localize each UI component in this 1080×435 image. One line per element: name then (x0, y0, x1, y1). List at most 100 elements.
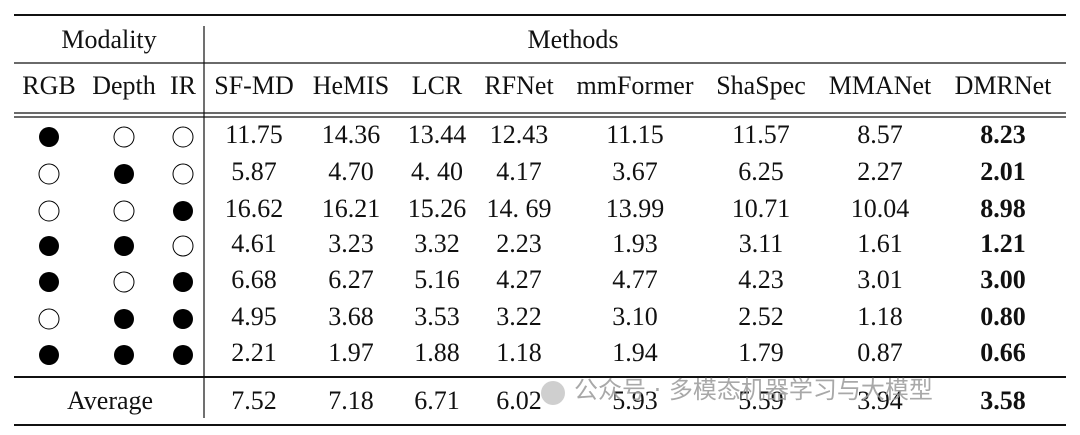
cell-value: 4.61 (231, 229, 277, 258)
cell-value: 14. 69 (487, 194, 552, 223)
cell-value: 2.27 (857, 157, 903, 186)
cell-value: 1.93 (612, 229, 658, 258)
cell-value: 4.95 (231, 302, 277, 331)
cell-value: 0.66 (980, 338, 1026, 367)
modality-filled (173, 272, 193, 292)
cell-value: 5.87 (231, 157, 277, 186)
cell-value: 12.43 (490, 120, 549, 149)
modality-filled (114, 164, 134, 184)
modality-header: Modality (61, 25, 156, 54)
cell-value: 6.27 (328, 265, 374, 294)
cell-value: 4.23 (738, 265, 784, 294)
column-header: LCR (412, 71, 463, 100)
column-header: RGB (22, 71, 75, 100)
column-header: ShaSpec (716, 71, 806, 100)
average-value: 6.71 (414, 386, 460, 415)
modality-filled (173, 345, 193, 365)
cell-value: 3.23 (328, 229, 374, 258)
cell-value: 11.15 (606, 120, 664, 149)
modality-filled (114, 236, 134, 256)
modality-filled (173, 309, 193, 329)
cell-value: 1.21 (980, 229, 1026, 258)
cell-value: 1.61 (857, 229, 903, 258)
average-value: 5.93 (612, 386, 658, 415)
modality-filled (39, 345, 59, 365)
cell-value: 10.71 (732, 194, 791, 223)
modality-filled (39, 127, 59, 147)
cell-value: 1.97 (328, 338, 374, 367)
cell-value: 8.23 (980, 120, 1026, 149)
cell-value: 2.23 (496, 229, 542, 258)
modality-empty (172, 235, 194, 257)
cell-value: 3.32 (414, 229, 460, 258)
cell-value: 3.67 (612, 157, 658, 186)
cell-value: 8.57 (857, 120, 903, 149)
watermark: 公众号 · 多模态机器学习与大模型 (541, 376, 933, 405)
cell-value: 1.94 (612, 338, 658, 367)
average-value: 7.18 (328, 386, 374, 415)
column-header: SF-MD (214, 71, 293, 100)
modality-filled (39, 236, 59, 256)
cell-value: 8.98 (980, 194, 1026, 223)
modality-filled (114, 345, 134, 365)
modality-empty (38, 200, 60, 222)
cell-value: 5.16 (414, 265, 460, 294)
cell-value: 4. 40 (411, 157, 463, 186)
cell-value: 4.17 (496, 157, 542, 186)
cell-value: 3.10 (612, 302, 658, 331)
column-header: IR (170, 71, 197, 100)
modality-empty (172, 126, 194, 148)
cell-value: 1.79 (738, 338, 784, 367)
cell-value: 4.27 (496, 265, 542, 294)
cell-value: 2.01 (980, 157, 1026, 186)
column-header: mmFormer (577, 71, 694, 100)
cell-value: 13.44 (408, 120, 467, 149)
cell-value: 10.04 (851, 194, 910, 223)
average-label: Average (67, 386, 153, 415)
cell-value: 14.36 (322, 120, 381, 149)
column-header: MMANet (829, 71, 932, 100)
cell-value: 0.80 (980, 302, 1026, 331)
modality-empty (38, 308, 60, 330)
cell-value: 2.21 (231, 338, 277, 367)
average-value: 6.02 (496, 386, 542, 415)
cell-value: 0.87 (857, 338, 903, 367)
cell-value: 3.53 (414, 302, 460, 331)
cell-value: 11.57 (732, 120, 790, 149)
column-header: DMRNet (955, 71, 1053, 100)
cell-value: 4.70 (328, 157, 374, 186)
modality-filled (114, 309, 134, 329)
watermark-icon (541, 381, 565, 405)
modality-filled (39, 272, 59, 292)
cell-value: 1.18 (857, 302, 903, 331)
cell-value: 3.68 (328, 302, 374, 331)
cell-value: 16.21 (322, 194, 381, 223)
cell-value: 16.62 (225, 194, 284, 223)
cell-value: 2.52 (738, 302, 784, 331)
modality-empty (113, 126, 135, 148)
cell-value: 6.68 (231, 265, 277, 294)
average-value: 5.59 (738, 386, 784, 415)
cell-value: 3.22 (496, 302, 542, 331)
cell-value: 3.00 (980, 265, 1026, 294)
cell-value: 3.01 (857, 265, 903, 294)
modality-empty (113, 200, 135, 222)
modality-filled (173, 201, 193, 221)
modality-empty (38, 163, 60, 185)
cell-value: 1.18 (496, 338, 542, 367)
average-value: 3.94 (857, 386, 903, 415)
cell-value: 1.88 (414, 338, 460, 367)
cell-value: 4.77 (612, 265, 658, 294)
average-value: 7.52 (231, 386, 277, 415)
column-header: Depth (92, 71, 156, 100)
modality-empty (113, 271, 135, 293)
methods-header: Methods (528, 25, 619, 54)
column-header: RFNet (484, 71, 554, 100)
cell-value: 13.99 (606, 194, 665, 223)
watermark-text: 公众号 · 多模态机器学习与大模型 (574, 376, 933, 404)
cell-value: 15.26 (408, 194, 467, 223)
cell-value: 11.75 (225, 120, 283, 149)
cell-value: 6.25 (738, 157, 784, 186)
